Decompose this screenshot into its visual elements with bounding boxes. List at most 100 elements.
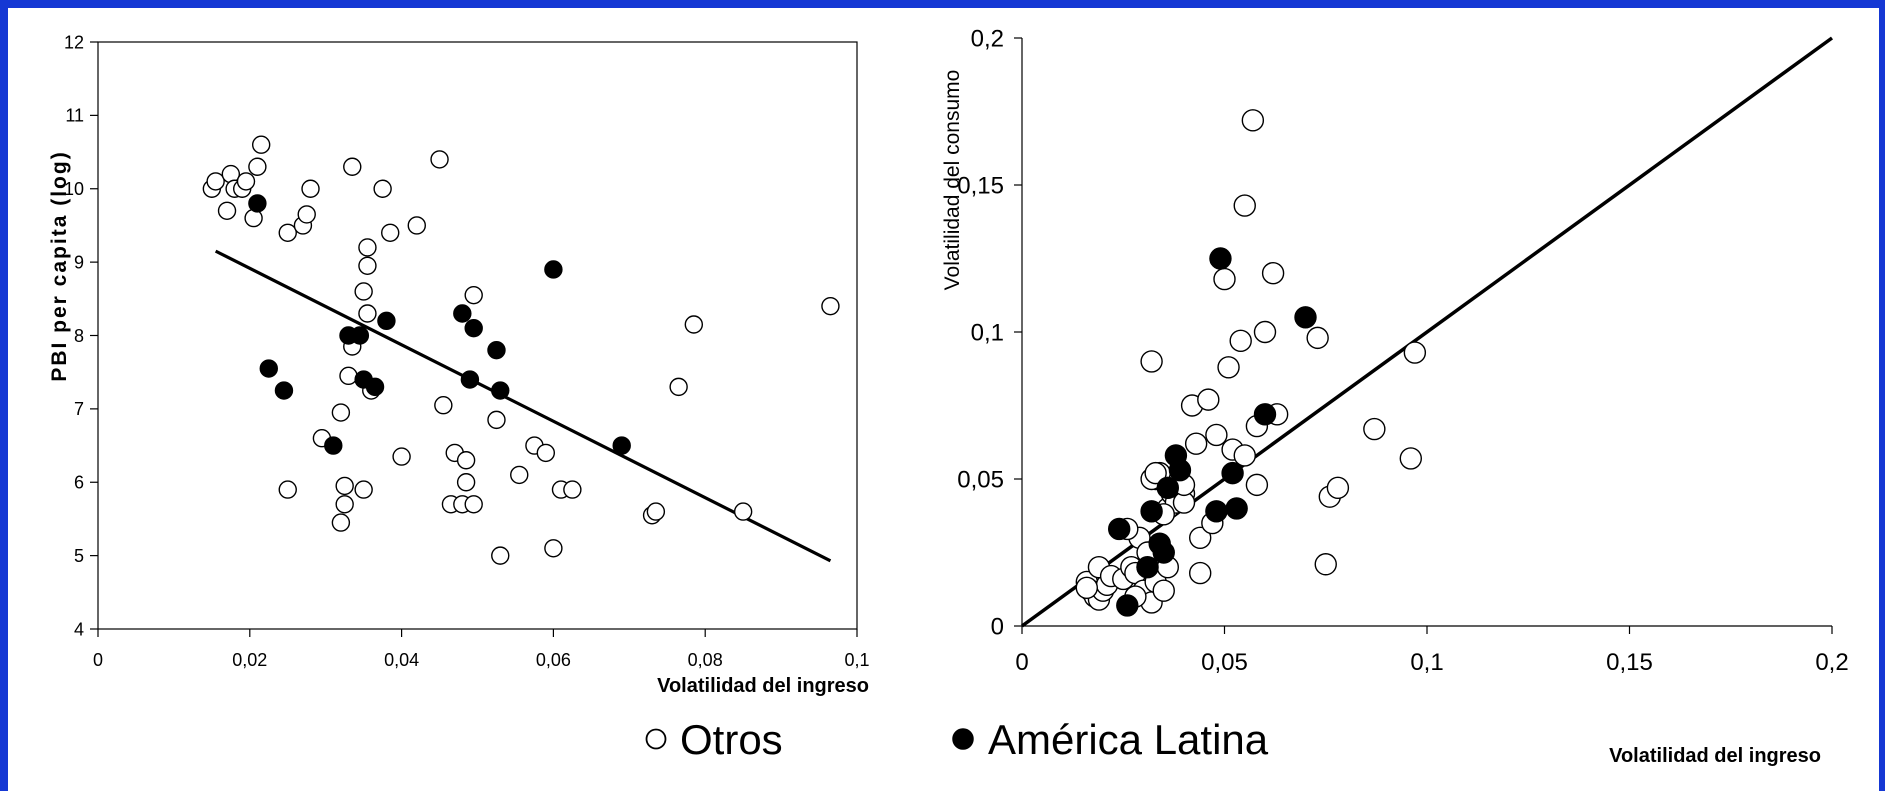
right-point-otros — [1326, 476, 1350, 500]
left-y-ticks: 4 5 6 7 8 9 10 11 12 — [64, 32, 98, 639]
left-point-otros — [206, 172, 225, 191]
right-point-otros — [1197, 388, 1220, 411]
left-point-america-latina — [491, 381, 510, 400]
left-point-otros — [354, 282, 373, 301]
left-x-tick-label: 0,1 — [844, 650, 869, 670]
legend-label-america-latina: América Latina — [988, 716, 1269, 763]
left-point-otros — [510, 465, 529, 485]
right-point-america-latina — [1140, 500, 1163, 523]
charts-svg: 4 5 6 7 8 9 10 11 12 0 0,02 0,04 0,06 0,08 0,1 PBI pe… — [48, 25, 1849, 767]
right-chart: 0 0,05 0,1 0,15 0,2 0 0,05 0,1 0,15 0,2 Volatili… — [941, 25, 1849, 767]
slide-canvas: 4 5 6 7 8 9 10 11 12 0 0,02 0,04 0,06 0,08 0,1 PBI pe… — [8, 8, 1879, 791]
left-point-otros — [331, 513, 351, 532]
left-point-otros — [821, 296, 840, 316]
left-point-otros — [434, 396, 453, 415]
left-point-otros — [335, 476, 354, 496]
left-y-tick-label: 11 — [65, 106, 84, 126]
right-x-tick-label: 0 — [1015, 649, 1028, 676]
left-point-otros — [536, 443, 556, 463]
right-point-otros — [1075, 576, 1099, 599]
left-point-otros — [464, 285, 483, 305]
left-point-otros — [646, 502, 666, 521]
right-point-america-latina — [1152, 541, 1175, 564]
left-trendline — [214, 249, 832, 563]
left-point-otros — [301, 179, 320, 198]
left-points — [202, 135, 840, 565]
right-x-axis-label: Volatilidad del ingreso — [1609, 745, 1821, 767]
left-point-america-latina — [377, 311, 396, 331]
right-point-america-latina — [1294, 306, 1317, 329]
right-x-tick-label: 0,2 — [1815, 649, 1848, 676]
left-point-otros — [358, 256, 377, 275]
right-point-otros — [1253, 320, 1277, 344]
left-point-america-latina — [259, 359, 278, 378]
right-points — [1075, 109, 1427, 617]
legend-open-circle-icon — [645, 728, 667, 750]
left-chart: 4 5 6 7 8 9 10 11 12 0 0,02 0,04 0,06 0,08 0,1 PBI pe… — [48, 32, 870, 697]
left-y-tick-label: 10 — [64, 179, 84, 199]
right-y-axis-label: Volatilidad del consumo — [941, 70, 964, 291]
right-x-tick-label: 0,05 — [1201, 649, 1248, 676]
right-point-otros — [1205, 423, 1228, 447]
left-x-axis-label: Volatilidad del ingreso — [657, 675, 869, 697]
left-point-otros — [297, 205, 316, 224]
right-y-tick-label: 0 — [991, 613, 1004, 640]
right-point-otros — [1403, 341, 1427, 364]
left-point-otros — [335, 495, 354, 514]
right-y-tick-label: 0,05 — [957, 466, 1004, 493]
left-x-tick-label: 0,06 — [536, 650, 571, 670]
right-point-america-latina — [1253, 403, 1277, 426]
left-y-tick-label: 8 — [74, 326, 84, 346]
left-point-america-latina — [460, 370, 480, 389]
legend: Otros América Latina — [645, 716, 1269, 763]
left-y-tick-label: 6 — [74, 473, 84, 493]
right-point-otros — [1152, 579, 1175, 602]
left-y-tick-label: 5 — [74, 546, 84, 566]
right-point-otros — [1363, 417, 1386, 441]
left-point-otros — [278, 223, 297, 242]
left-point-otros — [373, 179, 392, 198]
left-point-otros — [456, 451, 476, 470]
left-point-otros — [331, 403, 351, 422]
left-y-tick-label: 12 — [64, 32, 84, 52]
right-x-ticks: 0 0,05 0,1 0,15 0,2 — [1015, 626, 1849, 676]
left-y-tick-label: 7 — [74, 399, 84, 419]
right-point-america-latina — [1209, 247, 1232, 270]
left-point-otros — [248, 157, 267, 176]
left-point-america-latina — [453, 304, 472, 323]
right-y-ticks: 0 0,05 0,1 0,15 0,2 — [957, 25, 1022, 640]
left-y-tick-label: 4 — [74, 619, 84, 639]
left-x-tick-label: 0,04 — [384, 650, 419, 670]
left-y-axis-label: PBI per capita (log) — [48, 150, 71, 381]
right-y-tick-label: 0,15 — [957, 172, 1004, 199]
right-y-tick-label: 0,1 — [971, 319, 1004, 346]
right-45-degree-line — [1020, 36, 1834, 628]
left-x-tick-label: 0,02 — [232, 650, 267, 670]
right-point-otros — [1399, 447, 1423, 470]
left-point-otros — [563, 480, 582, 499]
left-point-otros — [430, 150, 449, 169]
right-point-america-latina — [1156, 476, 1180, 500]
left-point-america-latina — [274, 381, 294, 400]
right-point-otros — [1314, 553, 1337, 576]
left-point-otros — [464, 495, 483, 514]
left-point-otros — [381, 223, 400, 242]
left-point-otros — [251, 135, 271, 154]
right-point-america-latina — [1221, 461, 1244, 485]
left-point-otros — [343, 157, 362, 176]
left-point-america-latina — [612, 436, 631, 455]
legend-label-otros: Otros — [680, 716, 783, 763]
left-point-otros — [354, 480, 373, 499]
right-point-otros — [1233, 444, 1256, 467]
left-x-tick-label: 0,08 — [688, 650, 723, 670]
left-point-america-latina — [324, 436, 343, 455]
right-point-america-latina — [1107, 517, 1131, 541]
left-point-otros — [339, 366, 358, 386]
left-point-otros — [456, 473, 476, 492]
left-point-america-latina — [350, 326, 370, 345]
left-point-america-latina — [544, 260, 563, 279]
right-point-america-latina — [1205, 500, 1228, 523]
left-point-america-latina — [248, 194, 267, 213]
right-point-otros — [1233, 194, 1256, 217]
